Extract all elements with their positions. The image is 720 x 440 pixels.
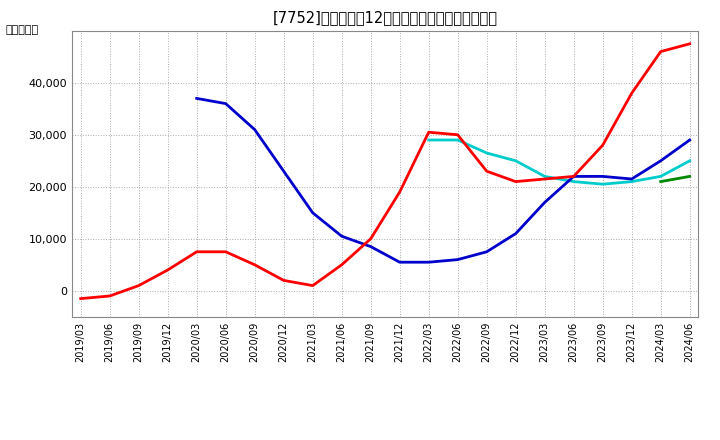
Line: 3年: 3年 — [81, 44, 690, 299]
7年 — [424, 137, 433, 143]
3年 — [192, 249, 201, 254]
5年 — [598, 174, 607, 179]
7年 — [598, 182, 607, 187]
7年 — [627, 179, 636, 184]
5年 — [366, 244, 375, 249]
3年 — [657, 49, 665, 54]
5年 — [657, 158, 665, 163]
10年 — [685, 174, 694, 179]
5年 — [395, 260, 404, 265]
3年 — [135, 283, 143, 288]
5年 — [627, 176, 636, 182]
7年 — [482, 150, 491, 156]
3年 — [685, 41, 694, 47]
3年 — [627, 91, 636, 96]
7年 — [454, 137, 462, 143]
3年 — [454, 132, 462, 137]
3年 — [308, 283, 317, 288]
5年 — [424, 260, 433, 265]
Line: 7年: 7年 — [428, 140, 690, 184]
7年 — [657, 174, 665, 179]
3年 — [598, 143, 607, 148]
3年 — [163, 268, 172, 273]
7年 — [570, 179, 578, 184]
3年 — [221, 249, 230, 254]
7年 — [511, 158, 520, 163]
Legend: 3年, 5年, 7年, 10年: 3年, 5年, 7年, 10年 — [233, 436, 538, 440]
10年 — [657, 179, 665, 184]
7年 — [685, 158, 694, 163]
3年 — [424, 129, 433, 135]
5年 — [338, 234, 346, 239]
3年 — [279, 278, 288, 283]
3年 — [541, 176, 549, 182]
Y-axis label: （百万円）: （百万円） — [5, 25, 38, 35]
5年 — [192, 96, 201, 101]
Title: [7752]　経常利益12か月移動合計の平均値の推移: [7752] 経常利益12か月移動合計の平均値の推移 — [273, 11, 498, 26]
3年 — [511, 179, 520, 184]
5年 — [251, 127, 259, 132]
3年 — [570, 174, 578, 179]
Line: 5年: 5年 — [197, 99, 690, 262]
3年 — [338, 262, 346, 268]
3年 — [76, 296, 85, 301]
5年 — [482, 249, 491, 254]
5年 — [541, 200, 549, 205]
5年 — [685, 137, 694, 143]
5年 — [308, 210, 317, 216]
3年 — [251, 262, 259, 268]
5年 — [279, 169, 288, 174]
3年 — [366, 236, 375, 242]
5年 — [221, 101, 230, 106]
5年 — [511, 231, 520, 236]
5年 — [454, 257, 462, 262]
7年 — [541, 174, 549, 179]
3年 — [395, 189, 404, 194]
5年 — [570, 174, 578, 179]
3年 — [482, 169, 491, 174]
Line: 10年: 10年 — [661, 176, 690, 182]
3年 — [105, 293, 114, 299]
